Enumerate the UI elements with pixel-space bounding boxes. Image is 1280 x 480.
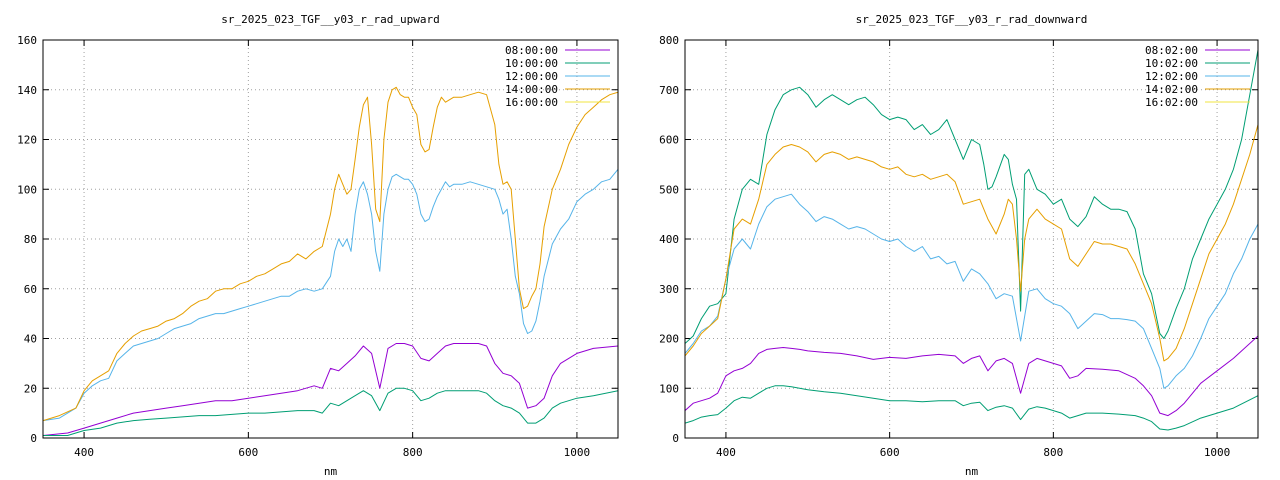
y-tick-label: 140 (17, 84, 37, 97)
y-tick-label: 200 (659, 333, 679, 346)
y-tick-label: 160 (17, 34, 37, 47)
chart-upward: sr_2025_023_TGF__y03_r_rad_upward nm 400… (17, 13, 619, 478)
chart-title: sr_2025_023_TGF__y03_r_rad_downward (856, 13, 1088, 26)
legend-label: 10:00:00 (505, 57, 558, 70)
y-tick-label: 600 (659, 134, 679, 147)
x-tick-label: 800 (403, 446, 423, 459)
legend-label: 12:02:00 (1145, 70, 1198, 83)
y-tick-label: 100 (659, 382, 679, 395)
y-tick-label: 800 (659, 34, 679, 47)
y-tick-label: 0 (30, 432, 37, 445)
legend-label: 16:02:00 (1145, 96, 1198, 109)
series-line (685, 385, 1258, 431)
x-tick-label: 1000 (564, 446, 591, 459)
series-line (43, 343, 618, 436)
plot-frame (684, 39, 1259, 439)
legend-label: 16:00:00 (505, 96, 558, 109)
series-line (685, 124, 1258, 362)
y-tick-label: 120 (17, 134, 37, 147)
x-tick-label: 600 (238, 446, 258, 459)
chart-title: sr_2025_023_TGF__y03_r_rad_upward (221, 13, 440, 26)
y-tick-label: 0 (672, 432, 679, 445)
legend-label: 08:02:00 (1145, 44, 1198, 57)
chart-downward: sr_2025_023_TGF__y03_r_rad_downward nm 4… (659, 13, 1259, 478)
series-line (43, 387, 618, 436)
x-tick-label: 1000 (1204, 446, 1231, 459)
y-tick-label: 700 (659, 84, 679, 97)
series-line (685, 49, 1258, 344)
y-tick-label: 40 (24, 333, 37, 346)
series-line (685, 193, 1258, 389)
legend-label: 12:00:00 (505, 70, 558, 83)
y-tick-label: 100 (17, 183, 37, 196)
legend-label: 08:00:00 (505, 44, 558, 57)
series-line (43, 168, 618, 422)
y-tick-label: 300 (659, 283, 679, 296)
y-tick-label: 80 (24, 233, 37, 246)
y-tick-label: 500 (659, 183, 679, 196)
x-tick-label: 400 (74, 446, 94, 459)
x-tick-label: 800 (1043, 446, 1063, 459)
x-tick-label: 600 (880, 446, 900, 459)
series-line (685, 335, 1258, 417)
y-tick-label: 60 (24, 283, 37, 296)
legend-label: 14:02:00 (1145, 83, 1198, 96)
y-tick-label: 20 (24, 382, 37, 395)
y-tick-label: 400 (659, 233, 679, 246)
legend-label: 10:02:00 (1145, 57, 1198, 70)
x-axis-label: nm (324, 465, 338, 478)
series-line (43, 86, 618, 422)
x-tick-label: 400 (716, 446, 736, 459)
plot-frame (42, 39, 619, 439)
x-axis-label: nm (965, 465, 979, 478)
legend-label: 14:00:00 (505, 83, 558, 96)
